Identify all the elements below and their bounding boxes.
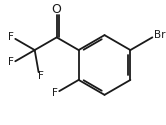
Text: F: F <box>8 32 14 42</box>
Text: O: O <box>52 3 62 16</box>
Text: Br: Br <box>154 30 165 40</box>
Text: F: F <box>38 71 43 81</box>
Text: F: F <box>52 88 58 98</box>
Text: F: F <box>8 57 14 67</box>
